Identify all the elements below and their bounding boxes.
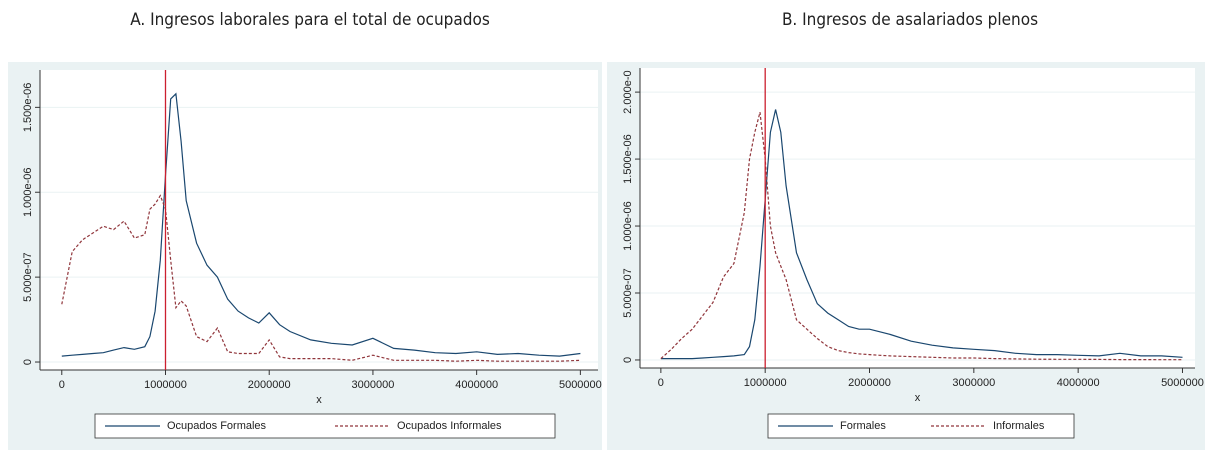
legend-label: Ocupados Formales: [167, 420, 267, 432]
plot-area: [640, 68, 1195, 368]
x-tick-label: 1000000: [744, 377, 787, 389]
series-line: [61, 194, 581, 362]
x-tick-label: 2000000: [248, 379, 291, 391]
series-line: [660, 112, 1183, 361]
x-tick-label: 5000000: [1161, 377, 1204, 389]
y-tick-label: 5.000e-07: [22, 252, 34, 302]
chart-title: B. Ingresos de asalariados plenos: [782, 10, 1038, 30]
x-tick-label: 5000000: [559, 379, 602, 391]
y-tick-label: 0: [22, 359, 34, 365]
y-tick-label: 5.000e-07: [622, 268, 634, 318]
chart: 0 5.000e-07 1.000e-06 1.500e-06 2.000e-0 0 100…: [607, 62, 1205, 450]
x-axis-label: x: [316, 394, 322, 406]
y-tick-label: 1.000e-06: [22, 167, 34, 217]
x-axis-label: x: [915, 392, 921, 404]
x-tick-label: 4000000: [1057, 377, 1100, 389]
plot-area: [40, 70, 598, 370]
legend-label: Informales: [993, 420, 1045, 432]
legend: [94, 413, 556, 439]
y-tick-label: 1.500e-06: [622, 134, 634, 184]
legend-label: Ocupados Informales: [397, 420, 502, 432]
x-tick-label: 0: [59, 379, 65, 391]
y-tick-label: 0: [622, 357, 634, 363]
x-tick-label: 3000000: [952, 377, 995, 389]
x-tick-label: 1000000: [144, 379, 187, 391]
y-tick-label: 1.500e-06: [22, 83, 34, 133]
legend-label: Formales: [840, 420, 886, 432]
x-tick-label: 2000000: [848, 377, 891, 389]
x-tick-label: 0: [658, 377, 664, 389]
chart-title: A. Ingresos laborales para el total de o…: [130, 10, 490, 30]
series-line: [660, 109, 1183, 360]
y-tick-label: 2.000e-0: [622, 70, 634, 113]
x-tick-label: 4000000: [455, 379, 498, 391]
chart: 0 5.000e-07 1.000e-06 1.500e-06 0 1000000 2000…: [8, 62, 602, 450]
y-tick-label: 1.000e-06: [622, 201, 634, 251]
x-tick-label: 3000000: [352, 379, 395, 391]
series-line: [61, 92, 581, 357]
